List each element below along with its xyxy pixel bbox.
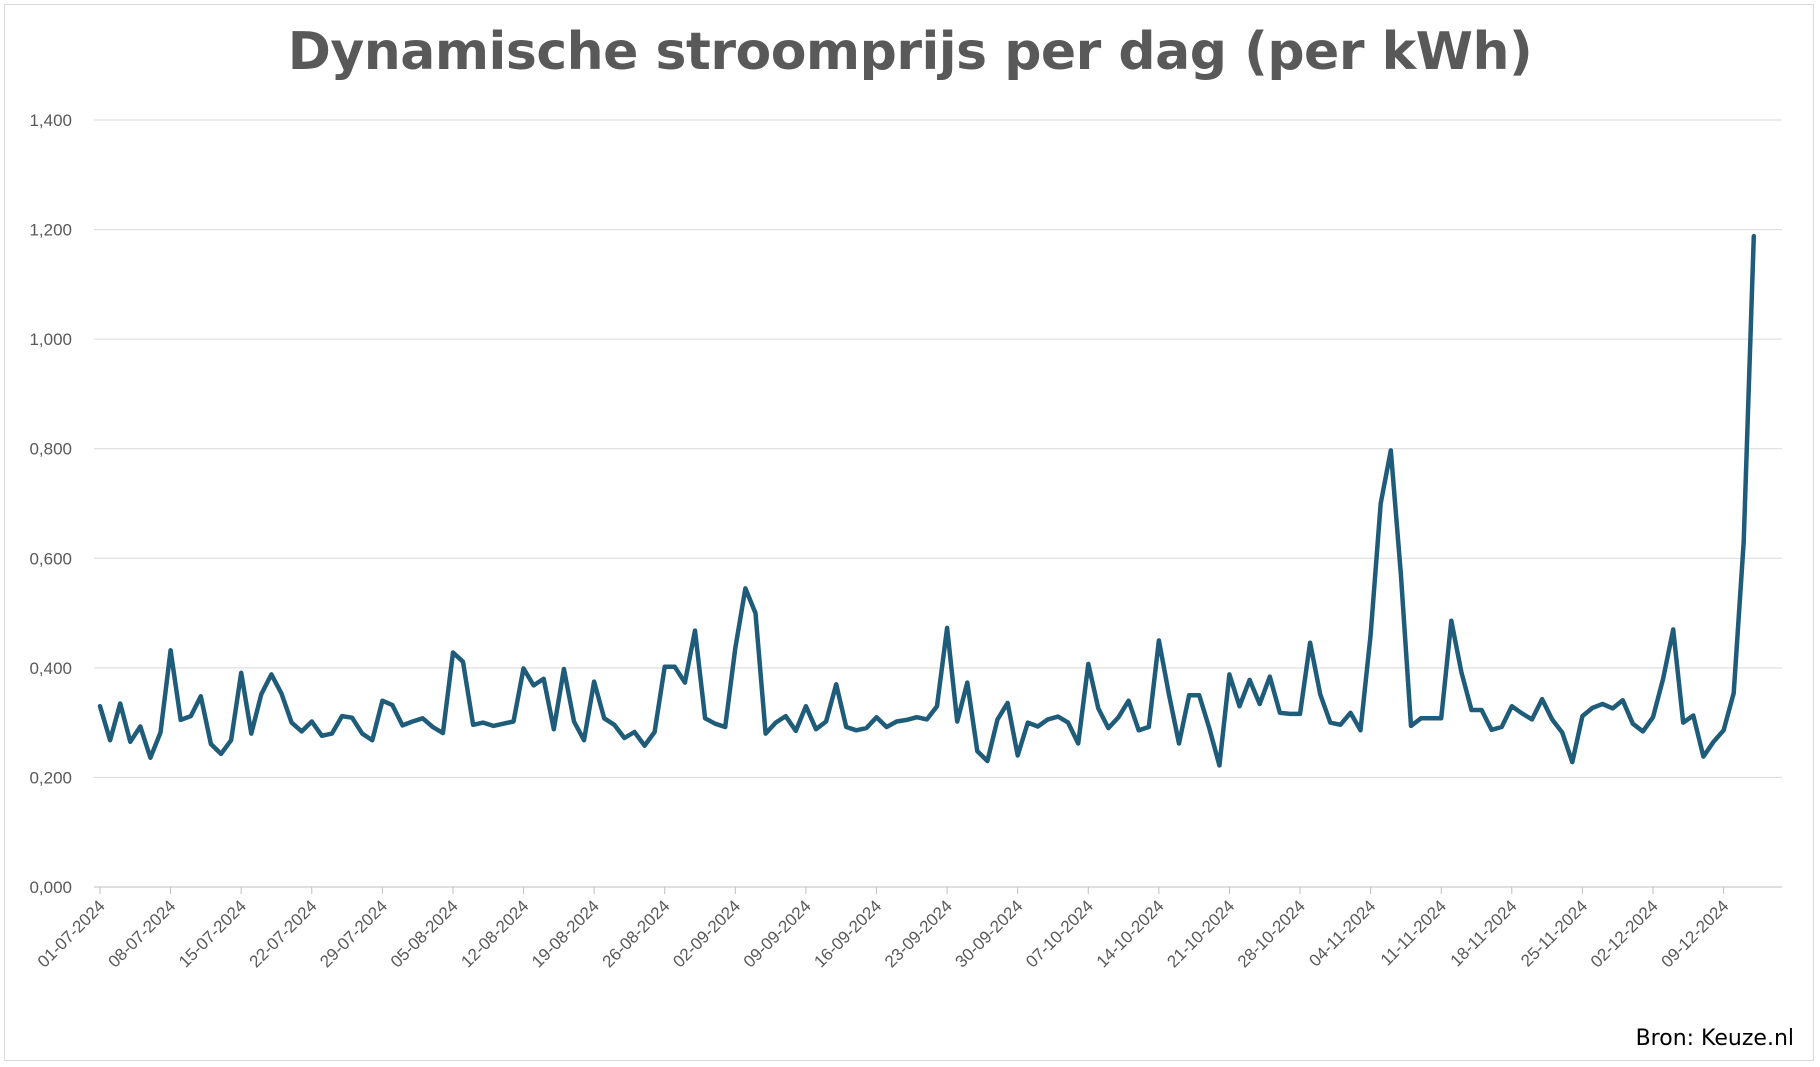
x-tick-label: 07-10-2024 <box>1022 896 1097 971</box>
x-tick-label: 01-07-2024 <box>34 896 109 971</box>
x-tick-label: 04-11-2024 <box>1305 896 1379 970</box>
x-tick-label: 26-08-2024 <box>599 896 674 971</box>
x-tick-label: 23-09-2024 <box>881 896 956 971</box>
x-tick-label: 11-11-2024 <box>1377 896 1450 969</box>
x-tick-label: 22-07-2024 <box>246 896 321 971</box>
x-tick-label: 19-08-2024 <box>528 896 603 971</box>
y-tick-label: 0,600 <box>29 549 72 568</box>
x-tick-label: 15-07-2024 <box>175 896 250 971</box>
x-tick-label: 05-08-2024 <box>387 896 462 971</box>
chart-title: Dynamische stroomprijs per dag (per kWh) <box>287 22 1533 82</box>
source-label: Bron: Keuze.nl <box>1635 1026 1794 1051</box>
y-tick-label: 1,000 <box>29 330 72 349</box>
y-tick-label: 0,400 <box>29 659 72 678</box>
y-tick-label: 0,200 <box>29 768 72 787</box>
x-tick-label: 08-07-2024 <box>104 896 179 971</box>
x-tick-label: 16-09-2024 <box>810 896 885 971</box>
x-tick-label: 09-09-2024 <box>740 896 815 971</box>
x-tick-label: 09-12-2024 <box>1657 896 1732 971</box>
x-tick-label: 18-11-2024 <box>1447 896 1521 970</box>
x-tick-label: 21-10-2024 <box>1163 896 1238 971</box>
x-tick-label: 02-09-2024 <box>669 896 744 971</box>
series-line-0 <box>97 233 1757 768</box>
x-tick-label: 25-11-2024 <box>1517 896 1591 970</box>
y-tick-label: 1,200 <box>29 221 72 240</box>
x-tick-label: 29-07-2024 <box>316 896 391 971</box>
x-tick-label: 30-09-2024 <box>952 896 1027 971</box>
chart-frame <box>4 4 1814 1061</box>
y-tick-label: 1,400 <box>29 111 72 130</box>
x-tick-label: 14-10-2024 <box>1093 896 1168 971</box>
y-tick-label: 0,800 <box>29 440 72 459</box>
x-tick-label: 12-08-2024 <box>457 896 532 971</box>
x-tick-label: 28-10-2024 <box>1234 896 1309 971</box>
y-tick-label: 0,000 <box>29 878 72 897</box>
x-tick-label: 02-12-2024 <box>1587 896 1662 971</box>
